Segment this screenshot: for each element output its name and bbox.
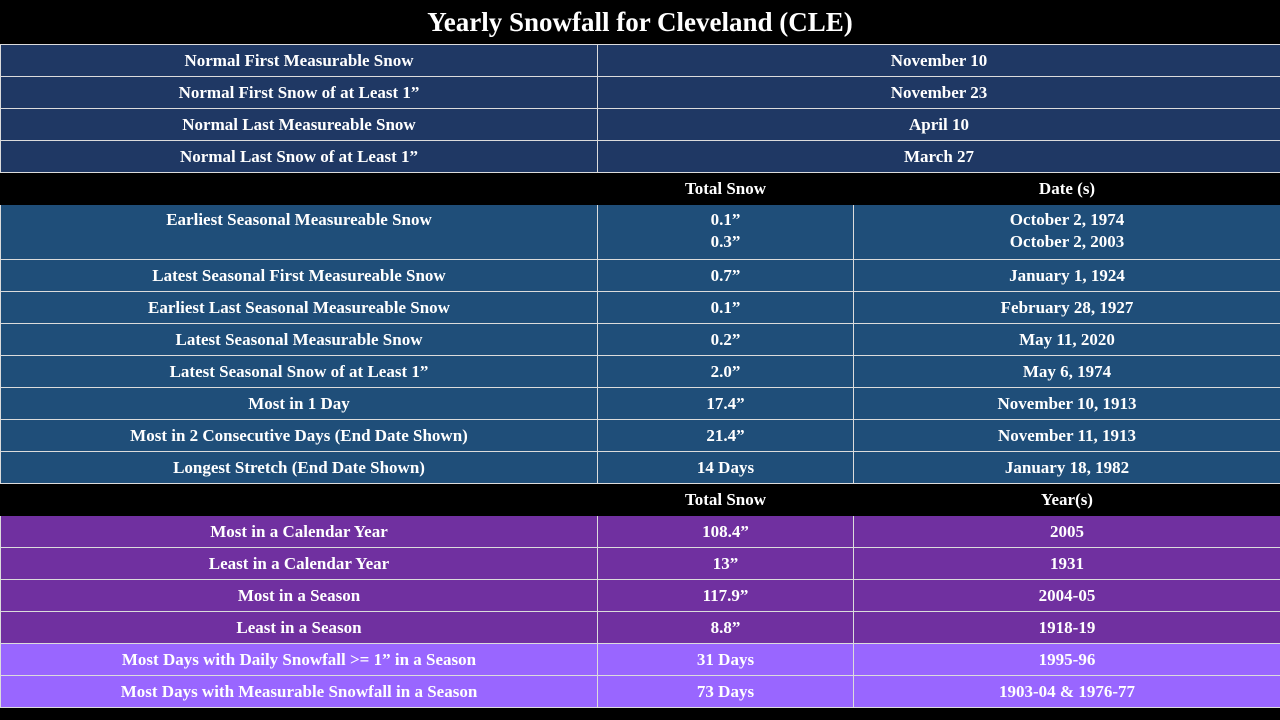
row-year: 2004-05 — [852, 579, 1280, 612]
table-row: Normal First Measurable Snow November 10 — [0, 44, 1280, 77]
row-label: Most in a Season — [0, 579, 598, 612]
total-line: 0.3” — [710, 232, 741, 251]
column-header-date: Date (s) — [852, 172, 1280, 205]
row-date: November 10, 1913 — [852, 387, 1280, 420]
table-row: Most in 2 Consecutive Days (End Date Sho… — [0, 419, 1280, 452]
table-row: Earliest Seasonal Measureable Snow 0.1” … — [0, 204, 1280, 260]
row-label: Most Days with Measurable Snowfall in a … — [0, 675, 598, 708]
total-line: 0.1” — [710, 210, 741, 229]
table-row: Earliest Last Seasonal Measureable Snow … — [0, 291, 1280, 324]
row-date: February 28, 1927 — [852, 291, 1280, 324]
row-year: 1918-19 — [852, 611, 1280, 644]
row-year: 1931 — [852, 547, 1280, 580]
yearly-header-row: Total Snow Year(s) — [0, 483, 1280, 516]
row-label: Most in a Calendar Year — [0, 515, 598, 548]
row-label: Latest Seasonal Measurable Snow — [0, 323, 598, 356]
row-total: 2.0” — [597, 355, 854, 388]
row-date: May 6, 1974 — [852, 355, 1280, 388]
row-date: January 18, 1982 — [852, 451, 1280, 484]
row-total: 73 Days — [597, 675, 854, 708]
row-total: 17.4” — [597, 387, 854, 420]
table-row: Most in a Season 117.9” 2004-05 — [0, 579, 1280, 612]
row-label: Normal First Snow of at Least 1” — [0, 76, 598, 109]
row-total: 8.8” — [597, 611, 854, 644]
row-year: 2005 — [852, 515, 1280, 548]
row-label: Most Days with Daily Snowfall >= 1” in a… — [0, 643, 598, 676]
row-value: March 27 — [596, 140, 1280, 173]
row-total: 13” — [597, 547, 854, 580]
records-header-row: Total Snow Date (s) — [0, 172, 1280, 205]
row-total: 14 Days — [597, 451, 854, 484]
table-row: Normal Last Snow of at Least 1” March 27 — [0, 140, 1280, 173]
row-label: Normal Last Snow of at Least 1” — [0, 140, 598, 173]
row-value: April 10 — [596, 108, 1280, 141]
row-value: November 23 — [596, 76, 1280, 109]
row-label: Earliest Last Seasonal Measureable Snow — [0, 291, 598, 324]
row-total: 21.4” — [597, 419, 854, 452]
row-total: 0.2” — [597, 323, 854, 356]
row-label: Normal First Measurable Snow — [0, 44, 598, 77]
row-year: 1995-96 — [852, 643, 1280, 676]
table-row: Most in 1 Day 17.4” November 10, 1913 — [0, 387, 1280, 420]
table-row: Most Days with Measurable Snowfall in a … — [0, 675, 1280, 708]
column-header-total: Total Snow — [597, 483, 854, 516]
table-row: Most in a Calendar Year 108.4” 2005 — [0, 515, 1280, 548]
column-header-year: Year(s) — [852, 483, 1280, 516]
row-label: Latest Seasonal Snow of at Least 1” — [0, 355, 598, 388]
table-row: Latest Seasonal Measurable Snow 0.2” May… — [0, 323, 1280, 356]
row-total: 31 Days — [597, 643, 854, 676]
row-total: 0.1” — [597, 291, 854, 324]
row-year: 1903-04 & 1976-77 — [852, 675, 1280, 708]
date-line: October 2, 2003 — [1009, 232, 1125, 251]
date-line: October 2, 1974 — [1009, 210, 1125, 229]
row-date: October 2, 1974 October 2, 2003 — [852, 204, 1280, 260]
snowfall-table: Normal First Measurable Snow November 10… — [0, 44, 1280, 708]
table-row: Most Days with Daily Snowfall >= 1” in a… — [0, 643, 1280, 676]
table-row: Least in a Calendar Year 13” 1931 — [0, 547, 1280, 580]
row-date: May 11, 2020 — [852, 323, 1280, 356]
row-date: January 1, 1924 — [852, 259, 1280, 292]
row-value: November 10 — [596, 44, 1280, 77]
header-empty-cell — [0, 483, 598, 516]
row-total: 0.7” — [597, 259, 854, 292]
row-label: Longest Stretch (End Date Shown) — [0, 451, 598, 484]
page-title: Yearly Snowfall for Cleveland (CLE) — [0, 0, 1280, 44]
row-label: Least in a Season — [0, 611, 598, 644]
row-label: Most in 2 Consecutive Days (End Date Sho… — [0, 419, 598, 452]
header-empty-cell — [0, 172, 598, 205]
row-label: Most in 1 Day — [0, 387, 598, 420]
row-label: Least in a Calendar Year — [0, 547, 598, 580]
row-label: Latest Seasonal First Measureable Snow — [0, 259, 598, 292]
table-row: Latest Seasonal First Measureable Snow 0… — [0, 259, 1280, 292]
row-total: 0.1” 0.3” — [597, 204, 854, 260]
row-date: November 11, 1913 — [852, 419, 1280, 452]
table-row: Least in a Season 8.8” 1918-19 — [0, 611, 1280, 644]
table-row: Normal Last Measureable Snow April 10 — [0, 108, 1280, 141]
table-row: Latest Seasonal Snow of at Least 1” 2.0”… — [0, 355, 1280, 388]
row-label: Earliest Seasonal Measureable Snow — [0, 204, 598, 260]
row-total: 108.4” — [597, 515, 854, 548]
column-header-total: Total Snow — [597, 172, 854, 205]
row-total: 117.9” — [597, 579, 854, 612]
table-row: Longest Stretch (End Date Shown) 14 Days… — [0, 451, 1280, 484]
table-row: Normal First Snow of at Least 1” Novembe… — [0, 76, 1280, 109]
row-label: Normal Last Measureable Snow — [0, 108, 598, 141]
